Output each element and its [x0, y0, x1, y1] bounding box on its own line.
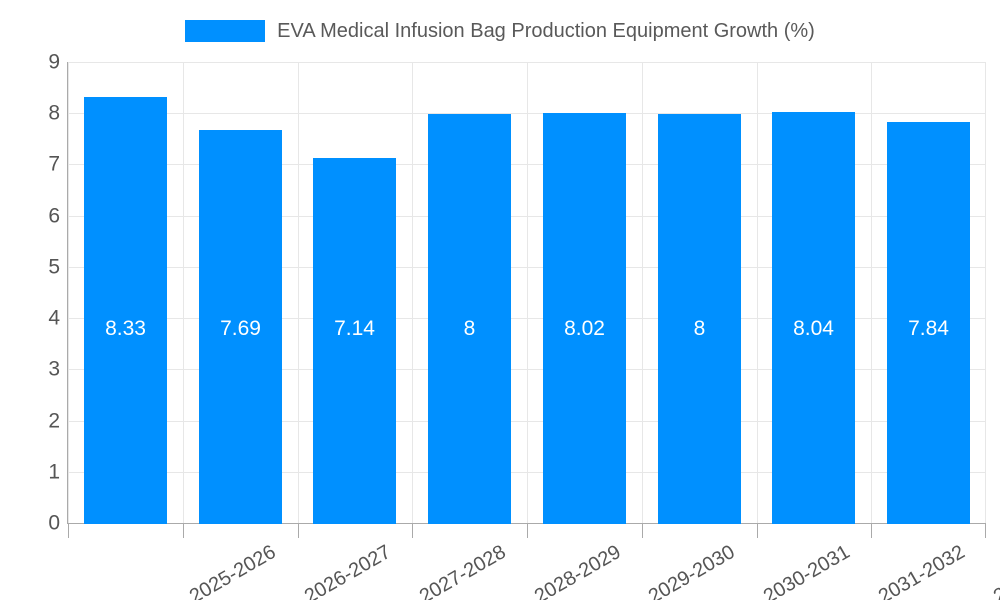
y-axis-label-0: 0	[48, 511, 60, 535]
x-axis-label-2027-2028: 2027-2028	[415, 541, 510, 600]
y-axis-label-7: 7	[48, 152, 60, 176]
gridline-x-6	[757, 62, 758, 523]
x-axis-tick-3	[412, 524, 413, 538]
bar-2028-2029[interactable]	[428, 114, 511, 524]
plot-right-border	[985, 62, 986, 523]
bar-2030-2031[interactable]	[658, 114, 741, 524]
gridline-x-5	[642, 62, 643, 523]
x-axis-label-2032-2033: 2032-2033	[989, 541, 1000, 600]
x-axis-label-2026-2027: 2026-2027	[300, 541, 395, 600]
gridline-x-0	[68, 62, 69, 523]
bar-2029-2030[interactable]	[543, 113, 626, 524]
bar-2032-2033[interactable]	[887, 122, 970, 524]
x-axis-tick-0	[68, 524, 69, 538]
y-axis-label-9: 9	[48, 50, 60, 74]
x-axis-tick-5	[642, 524, 643, 538]
bar-value-label-2027-2028: 7.14	[334, 317, 375, 340]
gridline-x-4	[527, 62, 528, 523]
x-axis-tick-4	[527, 524, 528, 538]
bar-value-label-2026-2027: 7.69	[220, 317, 261, 340]
bar-value-label-2029-2030: 8.02	[564, 317, 605, 340]
plot-area: 8.33 7.69 7.14 8 8.02 8 8.04 7.84	[68, 62, 986, 524]
bar-2031-2032[interactable]	[772, 112, 855, 524]
bar-value-label-2025-2026: 8.33	[105, 317, 146, 340]
gridline-x-7	[871, 62, 872, 523]
legend-label: EVA Medical Infusion Bag Production Equi…	[277, 19, 815, 42]
y-axis-label-3: 3	[48, 357, 60, 381]
y-axis-label-4: 4	[48, 306, 60, 330]
x-axis-tick-2	[298, 524, 299, 538]
y-axis-label-2: 2	[48, 409, 60, 433]
bar-value-label-2031-2032: 8.04	[793, 317, 834, 340]
x-axis-label-2031-2032: 2031-2032	[874, 541, 969, 600]
x-axis-label-2030-2031: 2030-2031	[759, 541, 854, 600]
bar-2027-2028[interactable]	[313, 158, 396, 524]
chart-legend[interactable]: EVA Medical Infusion Bag Production Equi…	[0, 16, 1000, 46]
y-axis-label-6: 6	[48, 204, 60, 228]
bar-value-label-2030-2031: 8	[693, 317, 706, 340]
y-axis-label-8: 8	[48, 101, 60, 125]
legend-color-swatch[interactable]	[185, 20, 266, 42]
gridline-x-1	[183, 62, 184, 523]
x-axis-label-2028-2029: 2028-2029	[530, 541, 625, 600]
x-axis-tick-7	[871, 524, 872, 538]
x-axis-tick-1	[183, 524, 184, 538]
gridline-y-0	[68, 523, 986, 524]
bar-value-label-2028-2029: 8	[463, 317, 476, 340]
x-axis-tick-end	[985, 524, 986, 538]
y-axis-tick-labels: 0 1 2 3 4 5 6 7 8 9	[0, 0, 60, 600]
bar-value-label-2032-2033: 7.84	[908, 317, 949, 340]
y-axis-label-5: 5	[48, 255, 60, 279]
y-axis-line	[67, 62, 68, 524]
gridline-x-2	[298, 62, 299, 523]
bar-2025-2026[interactable]	[84, 97, 167, 524]
x-axis-tick-6	[757, 524, 758, 538]
gridline-x-3	[412, 62, 413, 523]
y-axis-label-1: 1	[48, 460, 60, 484]
bar-2026-2027[interactable]	[199, 130, 282, 524]
x-axis-label-2029-2030: 2029-2030	[645, 541, 740, 600]
x-axis-label-2025-2026: 2025-2026	[186, 541, 281, 600]
